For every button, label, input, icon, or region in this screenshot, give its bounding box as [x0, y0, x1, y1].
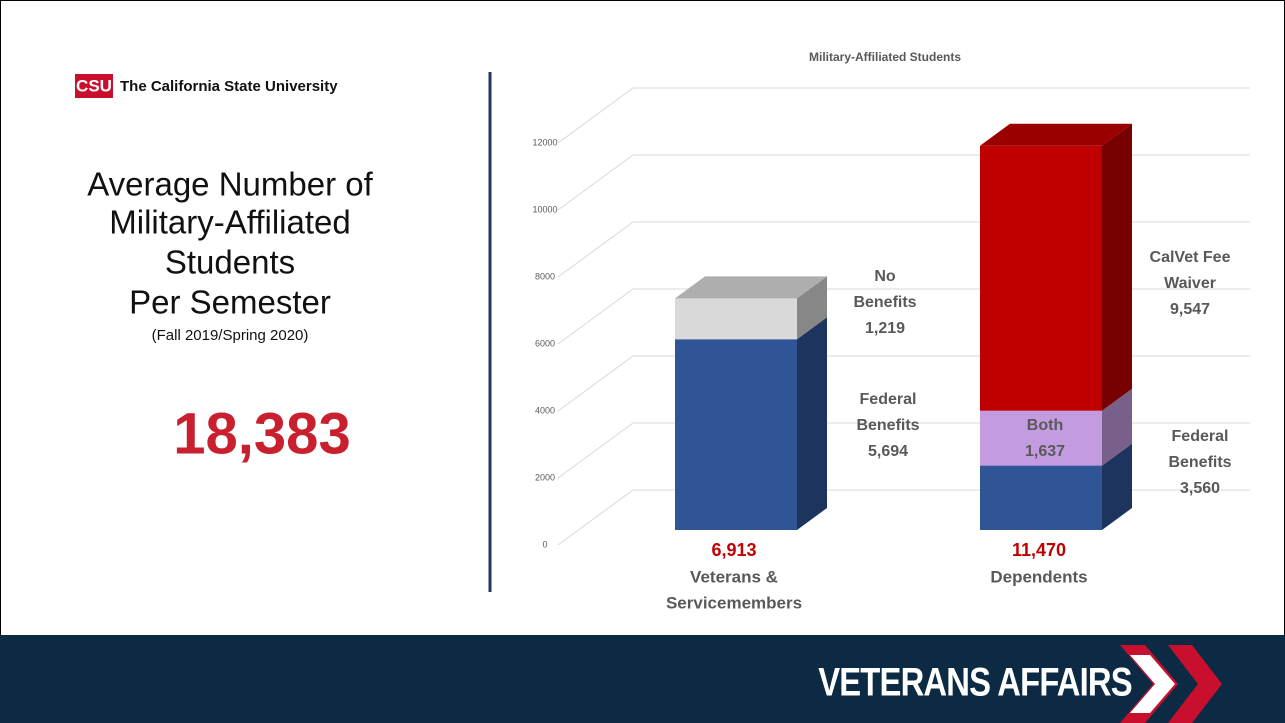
- y-tick-label: 4000: [535, 405, 555, 415]
- annotation: No: [874, 268, 896, 285]
- y-tick-label: 0: [542, 539, 547, 549]
- annotation: Federal: [860, 391, 917, 408]
- slide-title: Average Number of: [87, 166, 373, 203]
- y-tick-label: 6000: [535, 338, 555, 348]
- annotation: 5,694: [868, 443, 908, 460]
- annotation: 1,637: [1025, 443, 1065, 460]
- bar-side: [1102, 443, 1132, 530]
- annotation: Benefits: [856, 417, 919, 434]
- bar-side: [797, 276, 827, 340]
- total-number: 18,383: [173, 401, 350, 466]
- annotation: Both: [1027, 417, 1063, 434]
- annotation: 3,560: [1180, 480, 1220, 497]
- annotation: Federal: [1172, 428, 1229, 445]
- logo-name: The California State University: [120, 78, 338, 95]
- bar-segment: [675, 339, 797, 530]
- y-tick-label: 2000: [535, 472, 555, 482]
- annotation: Benefits: [853, 294, 916, 311]
- chevron: [1168, 645, 1222, 723]
- total-label: 6,913: [711, 540, 756, 560]
- y-tick-label: 12000: [532, 137, 557, 147]
- annotation: Benefits: [1168, 454, 1231, 471]
- annotation: CalVet Fee: [1150, 249, 1231, 266]
- total-label: 11,470: [1012, 540, 1066, 560]
- bar-segment: [980, 410, 1102, 466]
- bar-top: [675, 276, 827, 299]
- annotation: 1,219: [865, 320, 905, 337]
- bar-top: [980, 123, 1132, 146]
- bar-segment: [980, 145, 1102, 411]
- bar-side: [797, 317, 827, 530]
- subtitle: (Fall 2019/Spring 2020): [152, 327, 309, 344]
- bar-side: [1102, 123, 1132, 411]
- chevron: [1130, 655, 1175, 713]
- x-tick-label: Dependents: [990, 567, 1087, 586]
- annotation: Waiver: [1164, 275, 1216, 292]
- footer-title: VETERANS AFFAIRS: [818, 659, 1132, 704]
- bar-segment: [675, 298, 797, 340]
- y-tick-label: 8000: [535, 271, 555, 281]
- chart-title: Military-Affiliated Students: [809, 50, 961, 64]
- chart: Military-Affiliated Students 0 2000 4000 600…: [532, 50, 1250, 612]
- y-tick-label: 10000: [532, 204, 557, 214]
- footer-band: [0, 635, 1285, 723]
- bar-segment: [980, 465, 1102, 530]
- slide-title: Military-Affiliated: [109, 204, 350, 241]
- annotation: 9,547: [1170, 301, 1210, 318]
- logo-box: [75, 74, 113, 98]
- grid-line: [557, 87, 1250, 144]
- x-tick-label: Servicemembers: [666, 593, 802, 612]
- slide-title: Students: [165, 244, 295, 281]
- bar-side: [1102, 388, 1132, 466]
- x-tick-label: Veterans &: [690, 567, 778, 586]
- logo-mark: CSU: [76, 76, 112, 95]
- slide-title: Per Semester: [129, 284, 331, 321]
